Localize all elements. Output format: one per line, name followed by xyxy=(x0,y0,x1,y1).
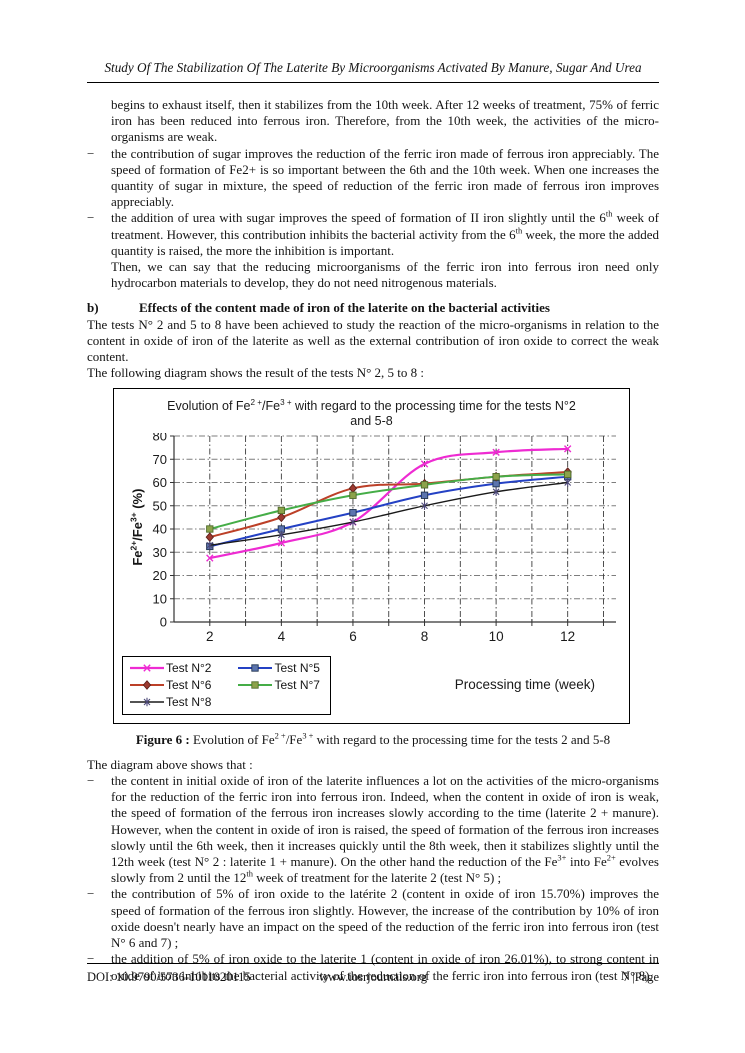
chart-footer: Test N°2 Test N°5 Test N°6 Test N°7 Test N°8… xyxy=(120,655,623,715)
paragraph-diagram-shows: The diagram above shows that : xyxy=(87,756,253,772)
dash-bullet: − xyxy=(87,951,95,967)
legend-item: Test N°2 xyxy=(129,660,211,677)
paragraph-diagram-intro: The following diagram shows the result o… xyxy=(87,365,425,381)
chart-legend: Test N°2 Test N°5 Test N°6 Test N°7 Test N°8 xyxy=(122,655,331,715)
chart-plot-area: Fe2+/Fe3+ (%) 0 10 20 30 40 50 60 70 80 2 4 6 8 10 12 xyxy=(120,429,623,653)
page-body: begins to exhaust itself, then it stabil… xyxy=(87,97,659,984)
dash-bullet: − xyxy=(87,773,95,789)
chart-x-axis-label: Processing time (week) xyxy=(454,677,595,693)
footer-doi: DOI: 10.9790/5736-1011020115 xyxy=(87,970,251,984)
svg-text:6: 6 xyxy=(349,629,357,644)
running-head-title: Study Of The Stabilization Of The Lateri… xyxy=(87,60,659,83)
svg-text:70: 70 xyxy=(153,452,167,467)
legend-label: Test N°6 xyxy=(166,677,212,692)
dash-bullet: − xyxy=(87,210,95,226)
svg-text:12: 12 xyxy=(560,629,575,644)
list-item: − the contribution of 5% of iron oxide t… xyxy=(87,886,659,951)
svg-text:40: 40 xyxy=(153,522,167,537)
legend-item: Test N°8 xyxy=(129,694,211,711)
svg-text:20: 20 xyxy=(153,568,167,583)
svg-text:8: 8 xyxy=(421,629,429,644)
paragraph-conclusion: Then, we can say that the reducing micro… xyxy=(111,259,659,291)
list-item: − the contribution of sugar improves the… xyxy=(87,145,659,210)
svg-text:4: 4 xyxy=(278,629,286,644)
paragraph-continuation: begins to exhaust itself, then it stabil… xyxy=(111,97,659,145)
svg-text:60: 60 xyxy=(153,475,167,490)
dash-bullet: − xyxy=(87,886,95,902)
legend-item: Test N°5 xyxy=(237,660,320,677)
legend-label: Test N°8 xyxy=(166,694,212,709)
legend-item: Test N°6 xyxy=(129,677,211,694)
chart-y-axis-label: Fe2+/Fe3+ (%) xyxy=(128,489,145,567)
chart-plot: 0 10 20 30 40 50 60 70 80 2 4 6 8 10 12 xyxy=(153,429,616,644)
section-letter: b) xyxy=(87,300,99,316)
list-item: − the addition of 5% of iron oxide to th… xyxy=(87,951,659,983)
svg-text:30: 30 xyxy=(153,545,167,560)
svg-text:0: 0 xyxy=(160,615,167,630)
svg-text:50: 50 xyxy=(153,499,167,514)
legend-label: Test N°5 xyxy=(274,660,320,675)
svg-text:80: 80 xyxy=(153,433,167,444)
legend-label: Test N°2 xyxy=(166,660,212,675)
dash-bullet: − xyxy=(87,145,95,161)
footer-site: www.iosrjournals.org xyxy=(319,970,427,984)
chart-title: Evolution of Fe2 +/Fe3 + with regard to … xyxy=(167,398,576,429)
list-item: − the content in initial oxide of iron o… xyxy=(87,773,659,886)
footer-page-number: 7 |Page xyxy=(622,970,660,984)
svg-text:2: 2 xyxy=(206,629,214,644)
paragraph-tests-intro: The tests N° 2 and 5 to 8 have been achi… xyxy=(87,316,659,365)
svg-text:10: 10 xyxy=(489,629,504,644)
svg-text:10: 10 xyxy=(153,592,167,607)
legend-label: Test N°7 xyxy=(274,677,320,692)
section-heading-b: b) Effects of the content made of iron o… xyxy=(87,300,659,316)
page-footer: DOI: 10.9790/5736-1011020115 www.iosrjou… xyxy=(87,963,659,985)
figure-caption: Figure 6 : Evolution of Fe2 +/Fe3 + with… xyxy=(135,730,611,747)
section-title: Effects of the content made of iron of t… xyxy=(139,300,550,316)
legend-item: Test N°7 xyxy=(237,677,320,694)
list-item: − the addition of urea with sugar improv… xyxy=(87,209,660,258)
figure-6-chart: Evolution of Fe2 +/Fe3 + with regard to … xyxy=(113,388,630,724)
